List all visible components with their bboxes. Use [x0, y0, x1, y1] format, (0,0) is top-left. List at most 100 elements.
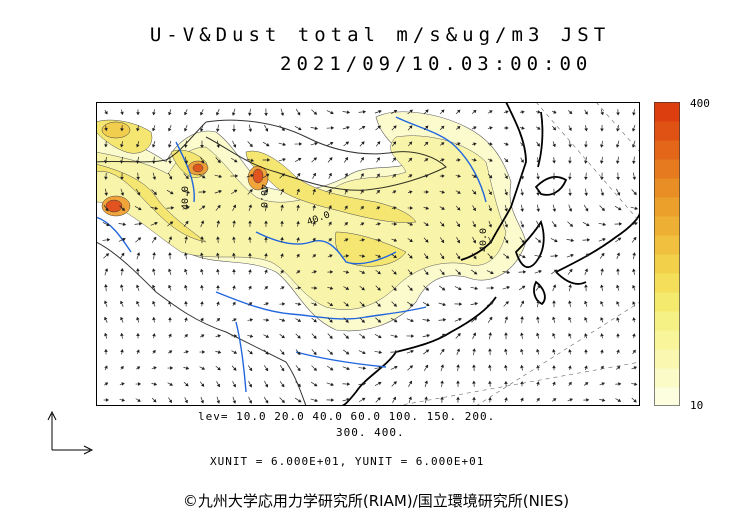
wind-arrowhead: [489, 142, 493, 146]
wind-arrowhead: [264, 188, 269, 193]
colorbar-swatch: [654, 387, 680, 406]
wind-arrowhead: [536, 159, 540, 164]
wind-arrowhead: [393, 319, 398, 323]
wind-arrowhead: [601, 252, 605, 257]
wind-arrowhead: [488, 348, 492, 352]
wind-arrowhead: [202, 350, 206, 354]
wind-arrowhead: [377, 238, 382, 242]
wind-arrowhead: [362, 110, 367, 114]
wind-arrowhead: [346, 397, 350, 402]
wind-arrowhead: [345, 351, 350, 355]
wind-arrowhead: [584, 365, 588, 369]
wind-arrowhead: [361, 141, 365, 145]
wind-arrowhead: [330, 126, 335, 130]
wind-arrowhead: [521, 126, 525, 130]
dust-level-light-2: [96, 135, 507, 310]
wind-arrowhead: [250, 158, 255, 163]
wind-arrowhead: [345, 286, 350, 290]
wind-arrowhead: [265, 351, 269, 355]
wind-arrowhead: [409, 238, 413, 243]
wind-arrowhead: [136, 316, 140, 321]
wind-arrowhead: [441, 206, 445, 210]
wind-arrowhead: [377, 254, 382, 258]
wind-arrowhead: [472, 396, 476, 400]
wind-arrowhead: [184, 144, 188, 148]
wind-arrowhead: [313, 335, 317, 339]
wind-arrowhead: [104, 284, 108, 288]
wind-arrowhead: [393, 109, 398, 114]
wind-arrowhead: [376, 141, 381, 145]
wind-arrowhead: [281, 334, 285, 339]
wind-arrowhead: [393, 381, 397, 385]
wind-arrowhead: [425, 271, 429, 276]
wind-arrowhead: [377, 222, 381, 226]
wind-arrowhead: [552, 348, 556, 353]
wind-arrowhead: [377, 287, 381, 291]
wind-arrowhead: [231, 112, 236, 116]
wind-arrowhead: [153, 382, 158, 386]
wind-arrowhead: [233, 189, 238, 193]
wind-arrowhead: [345, 270, 350, 274]
wind-arrowhead: [617, 237, 622, 241]
wind-arrowhead: [473, 158, 477, 162]
wind-arrowhead: [248, 112, 252, 117]
wind-arrowhead: [440, 239, 445, 244]
wind-arrowhead: [264, 236, 268, 240]
wind-arrowhead: [425, 174, 429, 178]
wind-arrowhead: [425, 349, 430, 353]
wind-arrowhead: [568, 284, 572, 288]
wind-arrowhead: [616, 176, 620, 181]
wind-arrowhead: [456, 207, 461, 211]
wind-arrowhead: [584, 349, 588, 353]
wind-arrowhead: [136, 268, 140, 272]
wind-arrowhead: [488, 240, 493, 244]
wind-arrowhead: [281, 318, 286, 322]
wind-arrowhead: [522, 254, 526, 259]
rivers: [96, 116, 487, 393]
wind-arrowhead: [600, 317, 604, 321]
wind-arrowhead: [249, 318, 254, 322]
wind-arrowhead: [425, 190, 429, 194]
wind-arrowhead: [410, 318, 414, 323]
wind-arrowhead: [170, 206, 175, 210]
wind-arrowhead: [360, 205, 364, 210]
wind-arrowhead: [152, 144, 156, 148]
wind-arrowhead: [521, 285, 526, 289]
colorbar-swatch: [654, 349, 680, 369]
wind-arrowhead: [472, 364, 476, 368]
wind-arrowhead: [329, 351, 333, 355]
wind-arrowhead: [536, 192, 540, 196]
wind-arrowhead: [234, 334, 238, 338]
colorbar-swatch: [654, 330, 680, 350]
wind-arrowhead: [393, 206, 397, 210]
wind-arrowhead: [632, 333, 636, 337]
wind-arrowhead: [616, 112, 620, 116]
wind-arrowhead: [264, 128, 269, 132]
wind-arrowhead: [426, 302, 430, 307]
wind-arrowhead: [329, 319, 333, 323]
wind-arrowhead: [410, 349, 414, 354]
reference-vector-icon: [47, 410, 94, 455]
wind-arrowhead: [586, 222, 590, 227]
wind-arrowhead: [296, 237, 300, 241]
wind-arrowhead: [552, 160, 556, 164]
wind-arrowhead: [232, 220, 236, 224]
wind-arrowhead: [376, 189, 381, 194]
wind-arrowhead: [360, 189, 364, 193]
colorbar-min-label: 10: [690, 399, 704, 412]
wind-arrowhead: [505, 239, 509, 244]
wind-arrowhead: [584, 316, 588, 321]
wind-arrowhead: [200, 301, 204, 305]
wind-arrowhead: [457, 255, 461, 260]
wind-arrowhead: [281, 127, 285, 132]
wind-arrowhead: [537, 284, 541, 289]
wind-arrowhead: [216, 220, 220, 224]
wind-arrowhead: [346, 366, 350, 371]
wind-arrowhead: [616, 333, 620, 337]
wind-arrowhead: [121, 382, 125, 386]
wind-arrowhead: [536, 300, 540, 304]
wind-arrowhead: [264, 367, 269, 372]
wind-arrowhead: [329, 335, 333, 339]
lat-lon-lines: [395, 102, 640, 406]
graticule-line: [535, 102, 640, 223]
